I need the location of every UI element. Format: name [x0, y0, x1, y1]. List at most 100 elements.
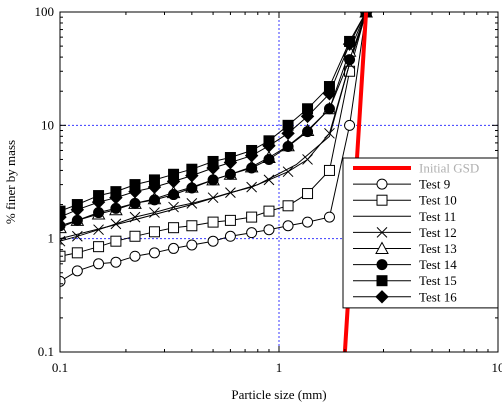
y-tick-label: 100 — [35, 4, 55, 19]
legend-test-9-marker — [376, 178, 388, 190]
series-test-14-point — [207, 174, 219, 186]
series-test-14-point — [282, 141, 294, 153]
series-test-10-point — [302, 188, 314, 200]
legend-test-13-marker — [375, 241, 389, 254]
series-test-16-point — [128, 184, 142, 199]
legend-initial-gsd-label: Initial GSD — [419, 161, 479, 176]
legend-test-16-marker — [375, 290, 389, 304]
series-test-16-point — [300, 109, 315, 124]
legend-test-14-marker — [376, 259, 388, 271]
legend-test-10-label: Test 10 — [419, 193, 457, 208]
series-test-10-point — [71, 247, 83, 259]
series-test-9-point — [129, 250, 141, 262]
series-test-16-point — [342, 37, 357, 51]
series-test-9-point — [168, 242, 180, 254]
series-test-12-point — [129, 211, 141, 223]
series-test-14-point — [224, 168, 236, 180]
legend-test-15-label: Test 15 — [419, 273, 457, 288]
series-test-14-point — [344, 54, 356, 66]
series-test-14-point — [302, 126, 314, 138]
series-test-14-point — [246, 162, 258, 174]
legend-test-11-label: Test 11 — [419, 209, 456, 224]
y-axis-label: % finer by mass — [3, 140, 18, 224]
series-test-10-point — [148, 226, 160, 238]
series-test-16-point — [206, 161, 220, 175]
series-test-16-point — [262, 139, 276, 153]
plot-series — [60, 12, 373, 352]
series-test-16-point — [147, 180, 162, 194]
series-test-14-point — [323, 103, 335, 115]
series-test-10-point — [93, 241, 105, 253]
series-test-16-point — [166, 174, 181, 189]
series-test-9-point — [344, 119, 356, 131]
series-test-9-point — [207, 235, 219, 247]
series-test-14-point — [71, 214, 83, 226]
legend-test-14-label: Test 14 — [419, 257, 457, 272]
series-test-10-point — [263, 205, 275, 217]
series-test-16-point — [281, 126, 295, 141]
series-test-12-point — [110, 218, 122, 230]
legend-test-12-label: Test 12 — [419, 225, 457, 240]
axis-ticks: 0.1 1 10 0.1 1 10 100 — [35, 4, 502, 375]
series-test-9-point — [323, 211, 335, 223]
series-test-14-point — [129, 197, 141, 209]
series-test-12-point — [246, 181, 257, 193]
series-test-12-point — [93, 224, 104, 236]
series-test-14-point — [110, 202, 122, 214]
series-test-12-point — [168, 201, 179, 213]
x-tick-label: 10 — [492, 360, 502, 375]
series-test-10-point — [282, 200, 294, 212]
series-test-10-point — [224, 214, 236, 226]
series-test-16-point — [322, 87, 337, 101]
series-test-16-point — [223, 155, 238, 170]
series-test-15-point — [60, 205, 66, 217]
legend-test-16-label: Test 16 — [419, 289, 457, 304]
series-test-14-point — [263, 153, 275, 165]
series-test-12-point — [149, 207, 160, 218]
legend-test-13-label: Test 13 — [419, 241, 457, 256]
series-test-14-point — [168, 189, 180, 201]
series-test-16-point — [60, 210, 67, 224]
series-test-10-point — [129, 230, 141, 242]
series-test-10-point — [186, 220, 198, 232]
legend-test-9-label: Test 9 — [419, 177, 450, 192]
legend-test-15-marker — [376, 275, 388, 287]
series-test-10-point — [207, 216, 219, 228]
series-test-14-point — [186, 182, 198, 194]
x-tick-label: 1 — [276, 360, 283, 375]
series-test-12-point — [302, 154, 313, 165]
y-tick-label: 10 — [41, 117, 54, 132]
legend-test-10-marker — [376, 194, 388, 206]
series-test-9-point — [71, 265, 83, 277]
series-test-16-point — [109, 190, 123, 205]
series-test-16-point — [91, 195, 106, 209]
legend-box — [342, 157, 499, 309]
series-test-10-point — [168, 222, 180, 234]
series-test-12-point — [207, 192, 219, 204]
series-test-14-point — [148, 194, 160, 206]
series-test-9-point — [224, 230, 236, 242]
series-test-10-point — [110, 235, 122, 247]
series-test-16-point — [185, 168, 199, 183]
x-axis-label: Particle size (mm) — [231, 387, 326, 402]
series-test-9-point — [148, 247, 160, 259]
series-test-9-point — [93, 258, 105, 270]
series-test-12-point — [186, 197, 198, 209]
series-test-12-point — [71, 230, 83, 242]
series-test-9-point — [263, 224, 275, 236]
series-test-14-point — [93, 207, 105, 219]
legend-test-12-marker — [376, 227, 388, 238]
y-tick-label: 1 — [48, 231, 55, 246]
series-test-12-point — [324, 127, 335, 139]
series-test-12-point — [225, 187, 236, 198]
y-tick-label: 0.1 — [38, 344, 54, 359]
series-test-12-point — [263, 174, 275, 186]
series-test-10-point — [323, 164, 335, 176]
series-test-10-point — [246, 211, 258, 223]
series-test-9-point — [302, 216, 314, 228]
series-test-16-point — [244, 148, 259, 163]
series-test-9-point — [186, 239, 198, 251]
series-test-9-point — [282, 220, 294, 232]
